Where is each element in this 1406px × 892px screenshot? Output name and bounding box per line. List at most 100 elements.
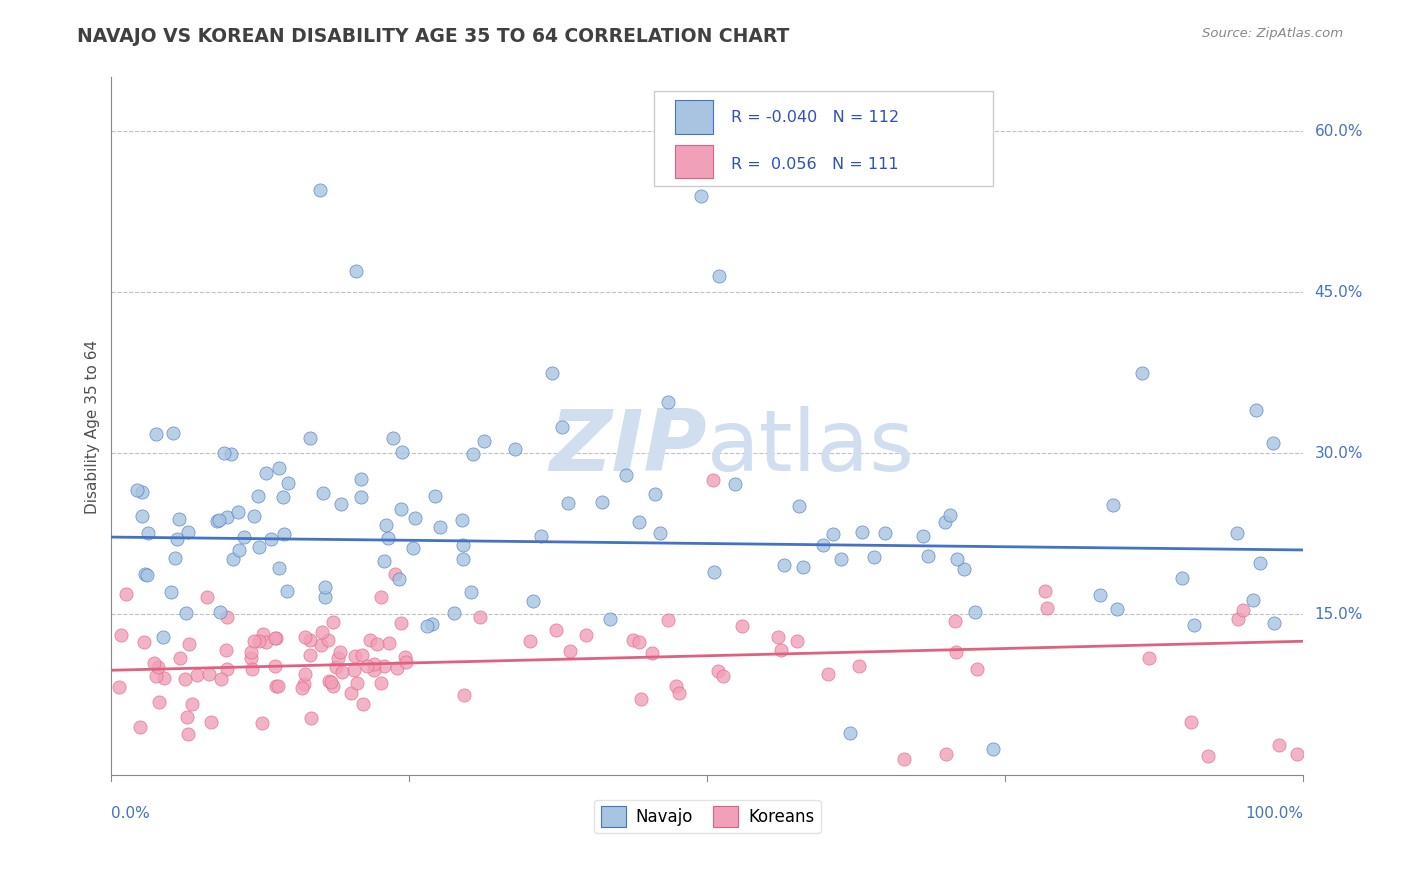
Point	[429, 520, 451, 534]
Point	[557, 496, 579, 510]
Point	[373, 659, 395, 673]
Point	[1105, 601, 1128, 615]
Point	[314, 590, 336, 604]
Point	[503, 442, 526, 457]
Point	[786, 633, 808, 648]
Point	[839, 725, 862, 739]
Point	[946, 552, 969, 566]
Point	[152, 671, 174, 685]
Point	[522, 594, 544, 608]
Point	[917, 549, 939, 563]
Point	[266, 631, 288, 645]
Point	[350, 648, 373, 662]
Point	[135, 567, 157, 582]
Point	[195, 591, 218, 605]
Point	[309, 183, 332, 197]
Point	[1197, 749, 1219, 764]
Point	[657, 613, 679, 627]
Point	[724, 477, 747, 491]
Point	[200, 714, 222, 729]
Y-axis label: Disability Age 35 to 64: Disability Age 35 to 64	[86, 339, 100, 514]
Point	[311, 638, 333, 652]
Point	[983, 741, 1005, 756]
Text: 100.0%: 100.0%	[1246, 806, 1303, 821]
Point	[965, 605, 987, 619]
Point	[350, 490, 373, 504]
Point	[443, 607, 465, 621]
Point	[254, 466, 277, 480]
Point	[1088, 588, 1111, 602]
Point	[550, 420, 572, 434]
Point	[318, 674, 340, 689]
Point	[811, 537, 834, 551]
Point	[614, 468, 637, 483]
Point	[325, 660, 347, 674]
Point	[875, 526, 897, 541]
Point	[344, 264, 367, 278]
Legend: Navajo, Koreans: Navajo, Koreans	[593, 800, 821, 833]
Point	[468, 610, 491, 624]
Point	[328, 651, 350, 665]
Point	[214, 446, 236, 460]
Point	[252, 715, 274, 730]
Point	[934, 516, 956, 530]
Point	[359, 632, 381, 647]
Point	[544, 624, 567, 638]
Point	[1263, 435, 1285, 450]
Point	[519, 634, 541, 648]
Point	[706, 664, 728, 678]
Text: ZIP: ZIP	[550, 406, 707, 489]
Point	[269, 461, 291, 475]
Point	[136, 525, 159, 540]
Point	[939, 508, 962, 523]
Point	[343, 663, 366, 677]
Point	[207, 513, 229, 527]
Point	[291, 681, 314, 695]
Point	[209, 606, 232, 620]
Point	[243, 634, 266, 648]
Point	[453, 688, 475, 702]
Point	[451, 551, 474, 566]
Point	[174, 606, 197, 620]
Point	[945, 645, 967, 659]
Point	[240, 645, 263, 659]
Point	[416, 619, 439, 633]
Point	[1244, 403, 1267, 417]
Point	[243, 509, 266, 524]
Text: atlas: atlas	[707, 406, 915, 489]
Text: Source: ZipAtlas.com: Source: ZipAtlas.com	[1202, 27, 1343, 40]
Point	[1182, 618, 1205, 632]
Point	[330, 665, 353, 679]
Point	[935, 747, 957, 761]
Point	[162, 426, 184, 441]
Point	[1286, 747, 1309, 761]
Point	[343, 649, 366, 664]
Point	[711, 669, 734, 683]
Point	[226, 506, 249, 520]
Point	[591, 495, 613, 509]
Point	[621, 633, 644, 648]
Point	[766, 630, 789, 644]
Point	[460, 584, 482, 599]
Point	[381, 431, 404, 445]
Point	[264, 658, 287, 673]
Point	[823, 527, 845, 541]
Point	[252, 626, 274, 640]
Text: R = -0.040   N = 112: R = -0.040 N = 112	[731, 111, 900, 125]
Point	[640, 646, 662, 660]
Point	[377, 531, 399, 545]
Point	[115, 587, 138, 601]
Point	[787, 500, 810, 514]
Point	[322, 680, 344, 694]
Text: NAVAJO VS KOREAN DISABILITY AGE 35 TO 64 CORRELATION CHART: NAVAJO VS KOREAN DISABILITY AGE 35 TO 64…	[77, 27, 790, 45]
Point	[395, 655, 418, 669]
Point	[267, 680, 290, 694]
Text: 30.0%: 30.0%	[1315, 446, 1362, 461]
Text: 60.0%: 60.0%	[1315, 124, 1362, 138]
Point	[463, 447, 485, 461]
Point	[186, 668, 208, 682]
Point	[209, 673, 232, 687]
Point	[148, 695, 170, 709]
Point	[423, 489, 446, 503]
Point	[314, 580, 336, 594]
